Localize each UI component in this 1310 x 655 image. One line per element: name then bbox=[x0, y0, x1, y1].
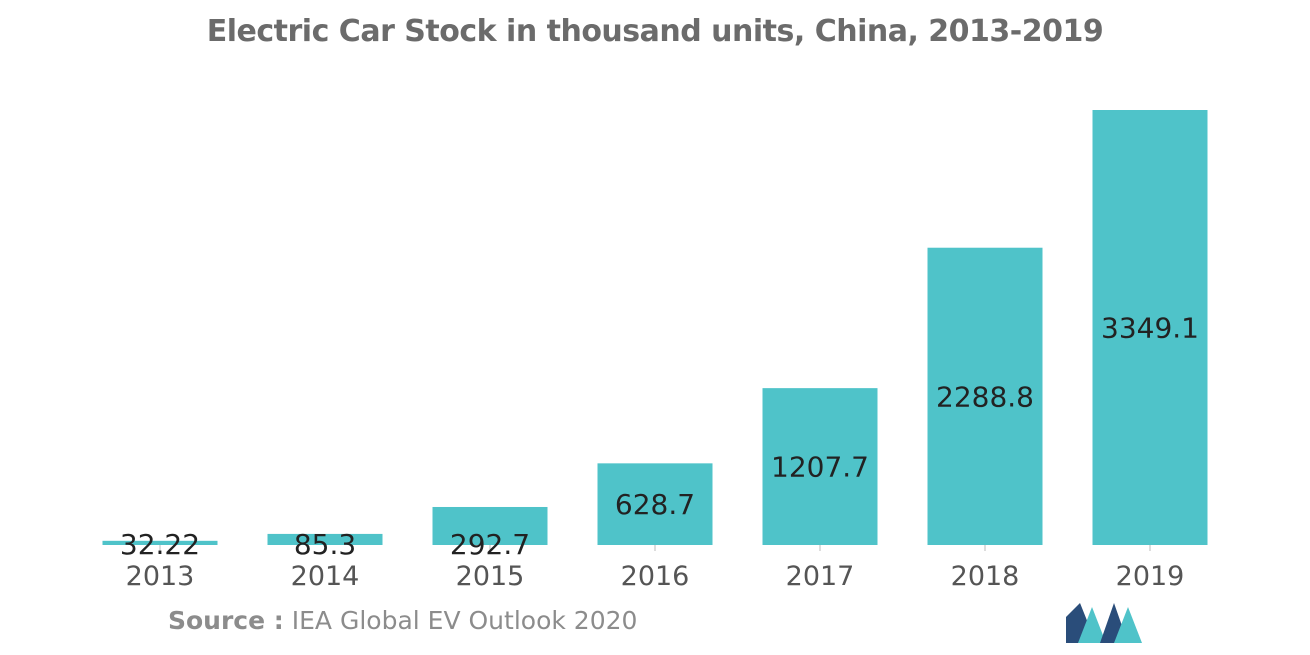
source-text: IEA Global EV Outlook 2020 bbox=[291, 606, 638, 635]
value-label-2015: 292.7 bbox=[450, 528, 530, 561]
source-note: Source : IEA Global EV Outlook 2020 bbox=[168, 606, 637, 635]
value-label-2017: 1207.7 bbox=[771, 451, 869, 484]
value-label-2019: 3349.1 bbox=[1101, 312, 1199, 345]
brand-logo-icon bbox=[1066, 603, 1142, 643]
x-tick-label-2017: 2017 bbox=[786, 561, 855, 592]
value-label-2014: 85.3 bbox=[294, 528, 356, 561]
value-label-2013: 32.22 bbox=[120, 528, 200, 561]
bar-2019 bbox=[1092, 110, 1208, 545]
x-tick-label-2019: 2019 bbox=[1116, 561, 1185, 592]
bar-2016 bbox=[597, 463, 713, 545]
bar-2017 bbox=[762, 388, 878, 545]
source-label: Source : bbox=[168, 606, 284, 635]
bar-2018 bbox=[927, 247, 1043, 545]
bar-2014 bbox=[267, 533, 383, 545]
x-tick-label-2018: 2018 bbox=[951, 561, 1020, 592]
bar-2015 bbox=[432, 506, 548, 545]
x-tick-label-2013: 2013 bbox=[126, 561, 195, 592]
bar-2013 bbox=[102, 540, 218, 545]
x-tick-label-2015: 2015 bbox=[456, 561, 525, 592]
chart-title: Electric Car Stock in thousand units, Ch… bbox=[206, 14, 1104, 49]
value-label-2018: 2288.8 bbox=[936, 380, 1034, 413]
x-tick-label-2014: 2014 bbox=[291, 561, 360, 592]
value-label-2016: 628.7 bbox=[615, 488, 695, 521]
x-tick-label-2016: 2016 bbox=[621, 561, 690, 592]
